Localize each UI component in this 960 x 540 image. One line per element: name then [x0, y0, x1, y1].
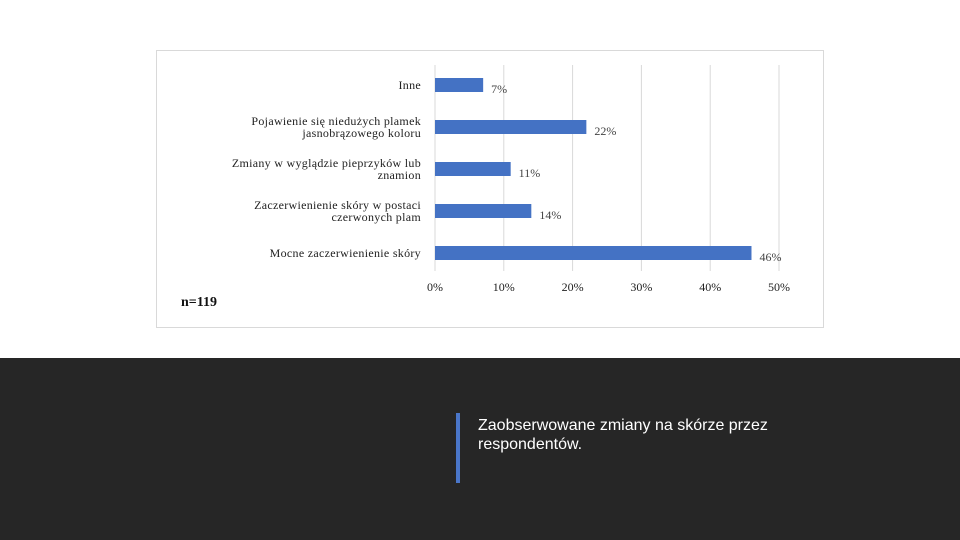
category-label-line: Pojawienie się niedużych plamek [251, 114, 421, 128]
category-label-line: znamion [377, 168, 421, 182]
category-label: Mocne zaczerwienienie skóry [171, 247, 421, 259]
slide-caption: Zaobserwowane zmiany na skórze przez res… [478, 417, 768, 453]
x-tick-label: 40% [699, 280, 721, 294]
bar-chart: 0% 10% 20% 30% 40% 50% 7% 22% 11% 14% 46% [427, 65, 790, 294]
x-tick-label: 30% [630, 280, 652, 294]
x-tick-label: 20% [562, 280, 584, 294]
category-label: Pojawienie się niedużych plamek jasnobrąz… [171, 115, 421, 139]
caption-accent-bar [456, 413, 460, 483]
category-label-line: Inne [398, 78, 421, 92]
category-label-line: Zmiany w wyglądzie pieprzyków lub [231, 156, 421, 170]
bar-value-label: 46% [759, 250, 781, 264]
bar [435, 162, 511, 176]
slide-footer: Zaobserwowane zmiany na skórze przez res… [0, 358, 960, 540]
bar-value-label: 11% [519, 166, 541, 180]
x-tick-label: 0% [427, 280, 443, 294]
bar [435, 246, 752, 260]
chart-frame: 0% 10% 20% 30% 40% 50% 7% 22% 11% 14% 46% Inne Poja… [156, 50, 824, 328]
bar [435, 204, 532, 218]
category-label-line: Mocne zaczerwienienie skóry [269, 246, 421, 260]
category-label: Inne [171, 79, 421, 91]
bar-value-label: 7% [491, 82, 507, 96]
category-label-line: czerwonych plam [331, 210, 421, 224]
bar [435, 120, 587, 134]
category-label-line: jasnobrązowego koloru [302, 126, 421, 140]
sample-size-note: n=119 [181, 295, 217, 310]
bar-value-label: 14% [539, 208, 561, 222]
bar-value-label: 22% [594, 124, 616, 138]
x-tick-label: 50% [768, 280, 790, 294]
bar [435, 78, 484, 92]
category-label: Zaczerwienienie skóry w postaci czerwonyc… [171, 199, 421, 223]
category-label: Zmiany w wyglądzie pieprzyków lub znamion [171, 157, 421, 181]
x-tick-label: 10% [493, 280, 515, 294]
category-label-line: Zaczerwienienie skóry w postaci [254, 198, 421, 212]
slide-content-area: 0% 10% 20% 30% 40% 50% 7% 22% 11% 14% 46% Inne Poja… [156, 50, 824, 328]
